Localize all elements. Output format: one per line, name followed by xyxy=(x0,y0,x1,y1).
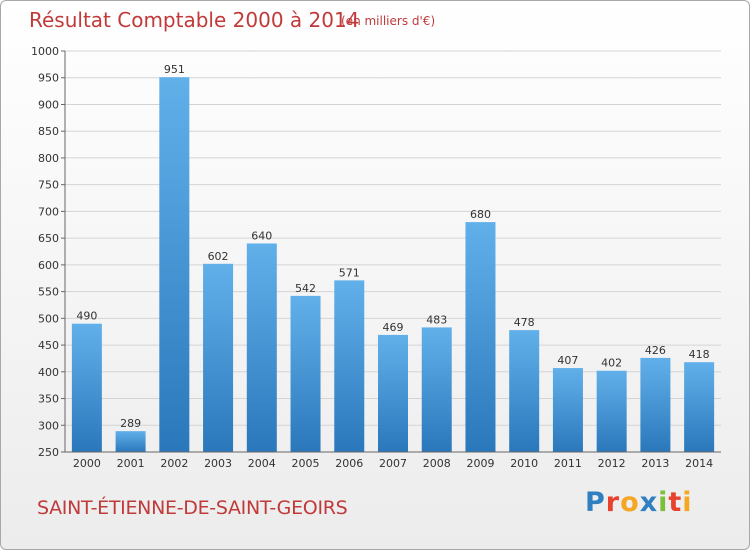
data-label: 640 xyxy=(251,229,272,242)
y-tick-label: 700 xyxy=(38,205,59,218)
logo-letter: x xyxy=(639,487,659,518)
x-tick-label: 2001 xyxy=(117,457,145,470)
y-tick-label: 500 xyxy=(38,312,59,325)
logo-letter: P xyxy=(585,487,606,518)
y-tick-label: 650 xyxy=(38,232,59,245)
bar xyxy=(290,295,321,452)
logo-letter: i xyxy=(682,487,693,518)
logo-letter: i xyxy=(658,487,669,518)
y-tick-label: 550 xyxy=(38,286,59,299)
bar xyxy=(596,370,627,452)
x-tick-label: 2008 xyxy=(423,457,451,470)
data-label: 478 xyxy=(514,316,535,329)
bar xyxy=(509,330,540,452)
y-tick-label: 900 xyxy=(38,98,59,111)
bar xyxy=(684,362,715,452)
bar xyxy=(203,263,234,452)
y-tick-label: 350 xyxy=(38,393,59,406)
y-axis: 250 300 350 400 450 500 550 600 650 700 750 800 850 9… xyxy=(31,45,66,459)
x-tick-label: 2012 xyxy=(598,457,626,470)
x-tick-label: 2014 xyxy=(685,457,713,470)
x-axis: 2000 2001 2002 2003 2004 2005 2006 2007 2008 2009… xyxy=(65,451,721,470)
y-tick-label: 400 xyxy=(38,366,59,379)
data-label: 426 xyxy=(645,344,666,357)
bar xyxy=(246,243,277,452)
data-label: 542 xyxy=(295,282,316,295)
x-tick-label: 2004 xyxy=(248,457,276,470)
commune-name: SAINT-ÉTIENNE-DE-SAINT-GEOIRS xyxy=(37,497,348,519)
x-tick-label: 2002 xyxy=(160,457,188,470)
proxiti-logo: Proxiti xyxy=(585,487,693,518)
x-tick-label: 2011 xyxy=(554,457,582,470)
y-tick-label: 450 xyxy=(38,339,59,352)
y-tick-label: 950 xyxy=(38,72,59,85)
data-label: 418 xyxy=(689,348,710,361)
data-label: 602 xyxy=(208,250,229,263)
bar xyxy=(465,222,496,452)
data-label: 951 xyxy=(164,63,185,76)
bar xyxy=(421,327,452,452)
data-label: 483 xyxy=(426,313,447,326)
data-label: 402 xyxy=(601,357,622,370)
y-tick-label: 1000 xyxy=(31,45,59,58)
logo-letter: r xyxy=(605,487,621,518)
x-tick-label: 2010 xyxy=(510,457,538,470)
x-tick-label: 2003 xyxy=(204,457,232,470)
bars: 490 289 951 602 640 542 571 469 483 680 478 407 402 4… xyxy=(71,63,715,452)
data-label: 680 xyxy=(470,208,491,221)
x-tick-label: 2009 xyxy=(466,457,494,470)
bar xyxy=(640,357,671,452)
y-tick-label: 850 xyxy=(38,125,59,138)
x-tick-label: 2006 xyxy=(335,457,363,470)
x-tick-label: 2005 xyxy=(292,457,320,470)
y-tick-label: 300 xyxy=(38,419,59,432)
y-tick-label: 800 xyxy=(38,152,59,165)
bar xyxy=(159,77,190,452)
bar xyxy=(115,431,146,452)
x-tick-label: 2000 xyxy=(73,457,101,470)
logo-letter: o xyxy=(620,487,640,518)
bar xyxy=(334,280,365,452)
y-tick-label: 600 xyxy=(38,259,59,272)
logo-letter: t xyxy=(668,487,683,518)
bar xyxy=(378,334,408,452)
bar xyxy=(71,323,102,452)
data-label: 490 xyxy=(76,310,97,323)
y-tick-label: 250 xyxy=(38,446,59,459)
bar xyxy=(552,368,583,452)
x-tick-label: 2013 xyxy=(641,457,669,470)
y-tick-label: 750 xyxy=(38,179,59,192)
chart-title: Résultat Comptable 2000 à 2014 xyxy=(29,8,360,32)
data-label: 407 xyxy=(557,354,578,367)
x-tick-label: 2007 xyxy=(379,457,407,470)
data-label: 469 xyxy=(383,321,404,334)
data-label: 289 xyxy=(120,417,141,430)
chart-subtitle: (en milliers d'€) xyxy=(341,14,436,28)
data-label: 571 xyxy=(339,266,360,279)
